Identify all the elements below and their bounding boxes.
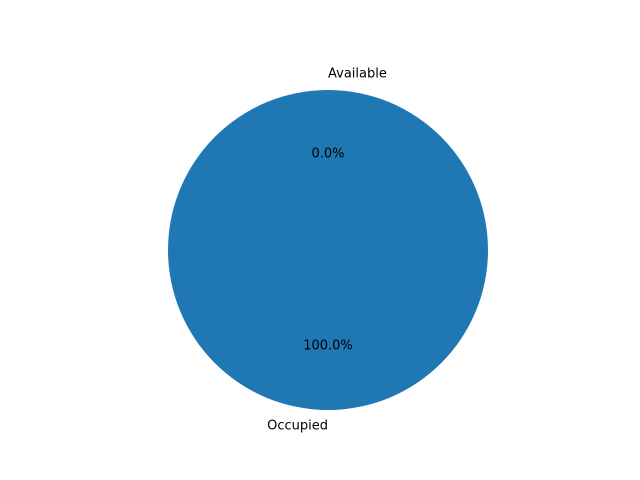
pie-slices	[168, 90, 488, 410]
percent-label-occupied: 100.0%	[303, 339, 353, 354]
slice-occupied	[168, 90, 488, 410]
pie-labels: Occupied 100.0% Available 0.0%	[267, 67, 387, 434]
label-occupied: Occupied	[267, 419, 328, 434]
label-available: Available	[328, 67, 387, 82]
percent-label-available: 0.0%	[311, 147, 344, 162]
